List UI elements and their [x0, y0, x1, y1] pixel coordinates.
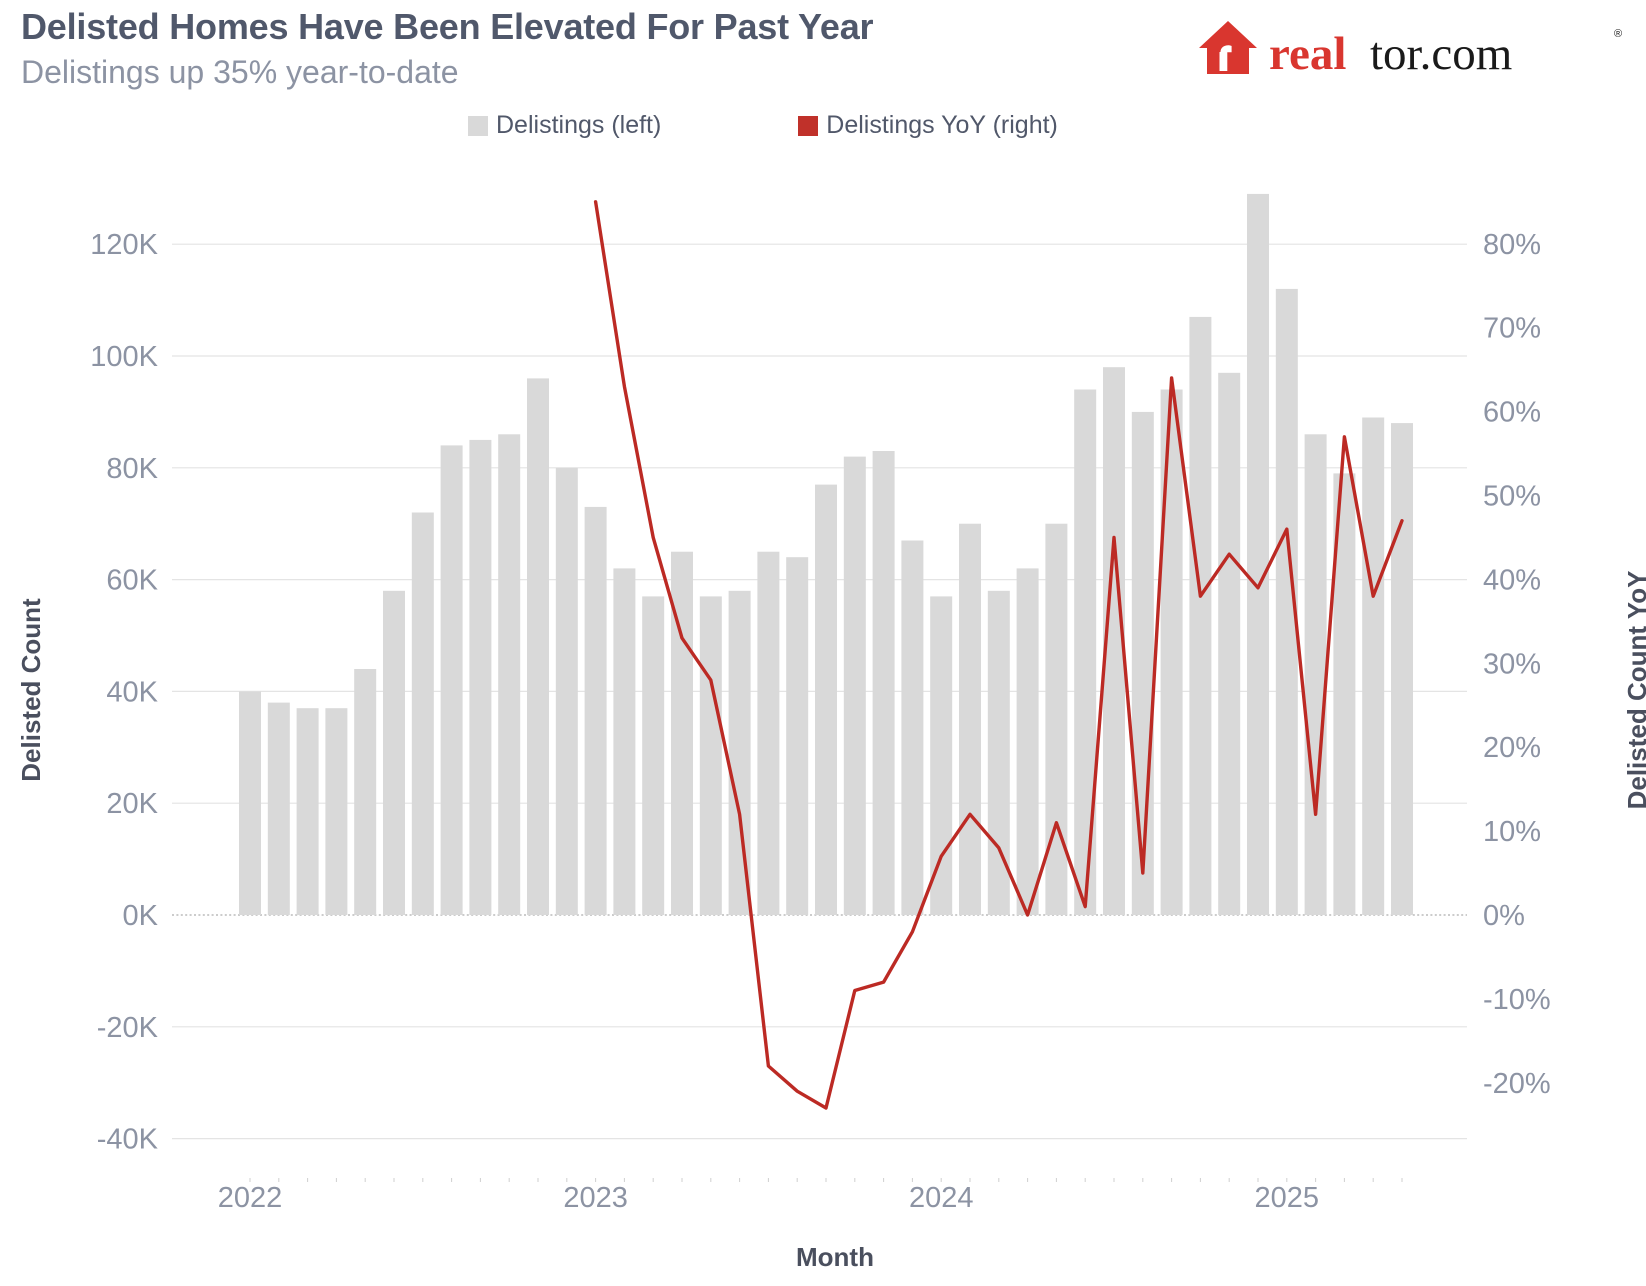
svg-text:20%: 20% [1483, 732, 1541, 764]
svg-text:2022: 2022 [218, 1182, 283, 1214]
svg-text:0K: 0K [123, 900, 159, 932]
svg-text:80%: 80% [1483, 229, 1541, 261]
svg-text:2023: 2023 [563, 1182, 628, 1214]
svg-text:40%: 40% [1483, 564, 1541, 596]
svg-text:0%: 0% [1483, 900, 1525, 932]
svg-text:40K: 40K [106, 676, 158, 708]
svg-text:20K: 20K [106, 788, 158, 820]
svg-text:-20%: -20% [1483, 1068, 1551, 1100]
svg-text:60K: 60K [106, 565, 158, 597]
svg-text:-10%: -10% [1483, 984, 1551, 1016]
svg-text:30%: 30% [1483, 648, 1541, 680]
svg-text:10%: 10% [1483, 816, 1541, 848]
svg-text:100K: 100K [90, 341, 158, 373]
svg-text:-20K: -20K [97, 1012, 159, 1044]
svg-text:2024: 2024 [909, 1182, 974, 1214]
svg-text:70%: 70% [1483, 313, 1541, 345]
svg-text:60%: 60% [1483, 397, 1541, 429]
svg-text:80K: 80K [106, 453, 158, 485]
svg-text:50%: 50% [1483, 481, 1541, 513]
svg-text:2025: 2025 [1255, 1182, 1320, 1214]
svg-text:120K: 120K [90, 229, 158, 261]
svg-text:-40K: -40K [97, 1124, 159, 1156]
